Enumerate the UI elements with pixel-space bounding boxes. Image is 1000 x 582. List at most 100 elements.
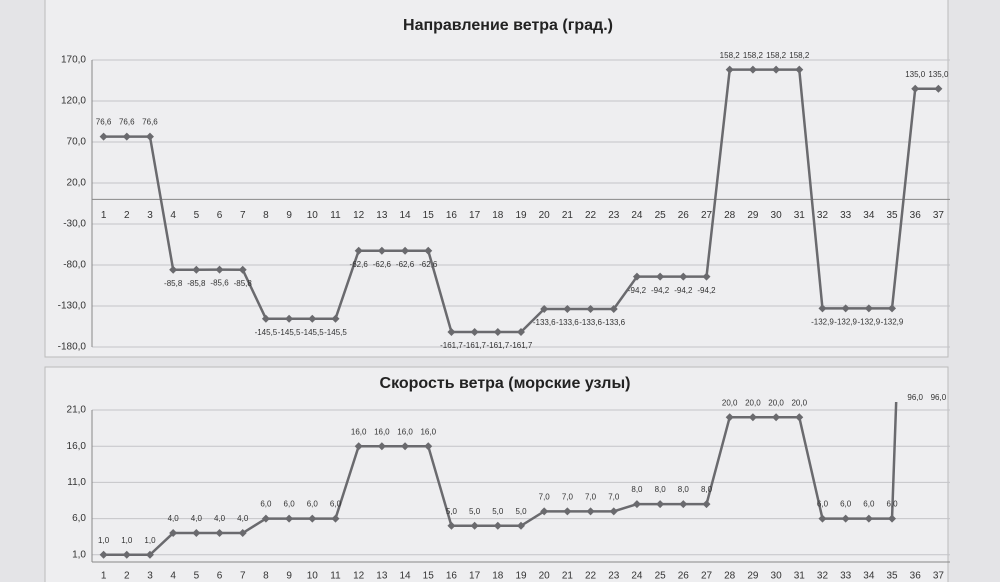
x-tick-label: 32 [817, 210, 829, 221]
y-tick-label: 16,0 [67, 441, 87, 452]
marker [586, 304, 595, 313]
marker [563, 304, 572, 313]
x-tick-label: 6 [217, 210, 223, 221]
x-tick-label: 9 [286, 571, 292, 582]
x-tick-label: 1 [101, 571, 107, 582]
data-label: -133,6 [556, 318, 579, 327]
data-label: 8,0 [701, 485, 713, 494]
marker [122, 550, 131, 559]
marker [145, 132, 154, 141]
data-label: 76,6 [96, 118, 112, 127]
data-label: 20,0 [791, 398, 807, 407]
data-label: 6,0 [307, 500, 319, 509]
data-label: 7,0 [562, 492, 574, 501]
data-label: 20,0 [768, 398, 784, 407]
data-label: 1,0 [98, 536, 110, 545]
data-label: -85,6 [210, 279, 229, 288]
data-label: 135,0 [928, 70, 949, 79]
marker [772, 65, 781, 74]
marker [795, 65, 804, 74]
data-label: 5,0 [446, 507, 458, 516]
data-label: 135,0 [905, 70, 926, 79]
x-tick-label: 25 [655, 210, 667, 221]
marker [493, 327, 502, 336]
data-label: -132,9 [834, 317, 857, 326]
data-label: 4,0 [237, 514, 249, 523]
y-tick-label: 70,0 [67, 137, 87, 148]
x-tick-label: 34 [863, 571, 875, 582]
marker [888, 514, 897, 523]
marker [331, 314, 340, 323]
x-tick-label: 36 [910, 210, 922, 221]
x-tick-label: 26 [678, 210, 690, 221]
marker [308, 514, 317, 523]
marker [169, 265, 178, 274]
data-label: -145,5 [255, 328, 278, 337]
marker [308, 314, 317, 323]
marker [632, 500, 641, 509]
x-tick-label: 30 [771, 571, 783, 582]
data-label: 158,2 [789, 51, 810, 60]
x-tick-label: 4 [170, 571, 176, 582]
marker [424, 246, 433, 255]
x-tick-label: 20 [539, 210, 551, 221]
marker [285, 314, 294, 323]
x-tick-label: 22 [585, 571, 597, 582]
x-tick-label: 14 [399, 571, 411, 582]
marker [934, 84, 943, 93]
data-label: -161,7 [440, 341, 463, 350]
x-tick-label: 30 [771, 210, 783, 221]
data-label: -85,8 [164, 279, 183, 288]
marker [447, 521, 456, 530]
y-tick-label: 20,0 [67, 178, 87, 189]
data-label: -94,2 [628, 286, 647, 295]
x-tick-label: 21 [562, 571, 574, 582]
marker [401, 246, 410, 255]
x-tick-label: 21 [562, 210, 574, 221]
x-tick-label: 37 [933, 210, 945, 221]
x-tick-label: 27 [701, 571, 713, 582]
x-tick-label: 18 [492, 210, 504, 221]
data-label: -133,6 [579, 318, 602, 327]
x-tick-label: 10 [307, 210, 319, 221]
data-label: 6,0 [886, 500, 898, 509]
marker [354, 442, 363, 451]
data-label: 8,0 [655, 485, 667, 494]
x-tick-label: 24 [631, 210, 643, 221]
x-tick-label: 29 [747, 210, 759, 221]
data-label: -94,2 [651, 286, 670, 295]
x-tick-label: 33 [840, 210, 852, 221]
data-label: -133,6 [533, 318, 556, 327]
x-tick-label: 7 [240, 571, 246, 582]
data-label: -94,2 [674, 286, 693, 295]
data-label: -62,6 [350, 260, 369, 269]
marker [772, 413, 781, 422]
marker [238, 265, 247, 274]
panel [44, 0, 949, 358]
data-label: -62,6 [419, 260, 438, 269]
x-tick-label: 16 [446, 571, 458, 582]
y-tick-label: -180,0 [58, 342, 87, 353]
marker [122, 132, 131, 141]
marker [748, 413, 757, 422]
x-tick-label: 28 [724, 571, 736, 582]
marker [493, 521, 502, 530]
marker [331, 514, 340, 523]
marker [238, 529, 247, 538]
data-label: 6,0 [817, 500, 829, 509]
data-label: 96,0 [907, 393, 923, 402]
x-tick-label: 10 [307, 571, 319, 582]
x-tick-label: 19 [515, 571, 527, 582]
x-tick-label: 23 [608, 210, 620, 221]
marker [864, 514, 873, 523]
x-tick-label: 9 [286, 210, 292, 221]
x-tick-label: 8 [263, 571, 269, 582]
data-label: 16,0 [397, 427, 413, 436]
y-tick-label: 120,0 [61, 96, 86, 107]
marker [99, 132, 108, 141]
x-tick-label: 13 [376, 210, 388, 221]
marker [215, 265, 224, 274]
chart-title: Направление ветра (град.) [403, 17, 613, 34]
x-tick-label: 5 [194, 210, 200, 221]
x-tick-label: 2 [124, 571, 130, 582]
